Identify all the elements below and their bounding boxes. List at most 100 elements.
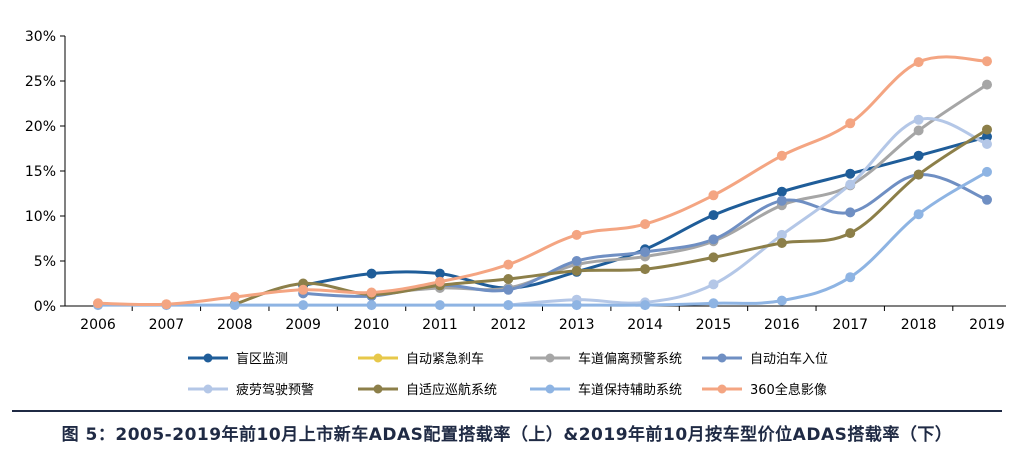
data-point — [366, 268, 377, 279]
x-tick-label: 2007 — [149, 317, 185, 333]
data-point — [161, 299, 172, 310]
data-point — [913, 114, 924, 125]
data-point — [913, 209, 924, 220]
data-point — [93, 298, 103, 309]
x-tick-label: 2013 — [559, 317, 595, 333]
data-point — [776, 229, 787, 240]
data-point — [298, 284, 309, 295]
y-tick-label: 15% — [25, 164, 56, 180]
y-tick-label: 10% — [25, 209, 56, 225]
data-point — [366, 300, 377, 311]
data-point — [982, 139, 992, 149]
data-point — [640, 264, 651, 275]
x-tick-label: 2015 — [696, 317, 732, 333]
data-point — [982, 79, 992, 90]
legend-label: 疲劳驾驶预警 — [236, 382, 314, 398]
data-point — [982, 124, 992, 135]
data-point — [298, 300, 309, 311]
x-tick-label: 2018 — [901, 317, 937, 333]
y-tick-label: 0% — [34, 299, 56, 315]
legend-swatch-marker — [717, 384, 727, 394]
legend-label: 360全息影像 — [750, 382, 827, 398]
legend-swatch-marker — [717, 353, 727, 363]
legend-label: 车道偏离预警系统 — [578, 351, 682, 367]
x-tick-label: 2008 — [217, 317, 253, 333]
data-point — [845, 118, 856, 129]
data-point — [708, 234, 719, 245]
x-tick-label: 2010 — [354, 317, 390, 333]
x-tick-label: 2019 — [969, 317, 1005, 333]
data-point — [982, 194, 992, 205]
data-point — [708, 279, 719, 290]
data-point — [571, 265, 582, 276]
data-point — [503, 284, 514, 295]
y-tick-label: 5% — [34, 254, 56, 270]
legend-label: 自适应巡航系统 — [406, 382, 497, 398]
y-tick-label: 25% — [25, 74, 56, 90]
legend-label: 自动泊车入位 — [750, 351, 828, 367]
legend-swatch-marker — [203, 384, 213, 394]
data-point — [776, 150, 787, 161]
legend-label: 自动紧急刹车 — [406, 351, 484, 367]
data-point — [845, 272, 856, 283]
x-tick-label: 2014 — [627, 317, 663, 333]
data-point — [640, 300, 651, 311]
legend-swatch-marker — [545, 384, 555, 394]
figure-caption: 图 5：2005-2019年前10月上市新车ADAS配置搭载率（上）&2019年… — [61, 425, 953, 445]
legend-label: 车道保持辅助系统 — [578, 382, 682, 398]
caption-divider — [12, 410, 1002, 412]
data-point — [434, 276, 445, 287]
data-point — [845, 207, 856, 218]
data-point — [776, 195, 787, 206]
data-point — [982, 56, 992, 67]
data-point — [434, 300, 445, 311]
data-point — [982, 166, 992, 177]
series-line — [96, 170, 989, 307]
data-point — [845, 179, 856, 190]
series-points — [93, 56, 992, 311]
data-point — [640, 219, 651, 230]
y-tick-label: 20% — [25, 119, 56, 135]
x-axis: 2006 2007 2008 2009 2010 2011 2012 2013 2014 2015… — [65, 305, 1006, 333]
x-tick-label: 2006 — [80, 317, 116, 333]
data-point — [776, 186, 787, 197]
data-point — [434, 268, 445, 279]
data-point — [708, 298, 719, 309]
data-point — [366, 287, 377, 298]
data-point — [503, 274, 514, 284]
series-line — [301, 173, 989, 298]
x-tick-label: 2016 — [764, 317, 800, 333]
data-point — [708, 252, 719, 263]
legend-label: 盲区监测 — [236, 351, 288, 367]
data-point — [913, 169, 924, 180]
data-point — [982, 131, 992, 142]
data-point — [708, 190, 719, 201]
y-axis: 0% 5% 10% 15% 20% 25% 30% — [25, 29, 66, 315]
line-chart: 0% 5% 10% 15% 20% 25% 30% 2006 2007 2008 2009 2010… — [25, 29, 1006, 398]
data-point — [503, 300, 514, 311]
data-point — [229, 292, 240, 302]
legend-swatch-marker — [545, 353, 555, 363]
data-point — [503, 259, 514, 270]
x-tick-label: 2017 — [832, 317, 868, 333]
data-point — [776, 238, 787, 248]
data-point — [913, 125, 924, 136]
legend-swatch-marker — [373, 353, 383, 363]
data-point — [571, 229, 582, 240]
data-point — [229, 300, 240, 311]
x-tick-label: 2009 — [285, 317, 321, 333]
legend-swatch-marker — [373, 384, 383, 394]
data-point — [913, 150, 924, 161]
data-point — [913, 57, 924, 68]
data-point — [845, 228, 856, 239]
x-tick-label: 2012 — [490, 317, 526, 333]
data-point — [776, 295, 787, 306]
y-tick-label: 30% — [25, 29, 56, 45]
data-point — [845, 168, 856, 179]
legend-swatch-marker — [203, 353, 213, 363]
data-point — [640, 247, 651, 257]
data-point — [708, 210, 719, 221]
x-tick-label: 2011 — [422, 317, 458, 333]
data-point — [571, 256, 582, 266]
